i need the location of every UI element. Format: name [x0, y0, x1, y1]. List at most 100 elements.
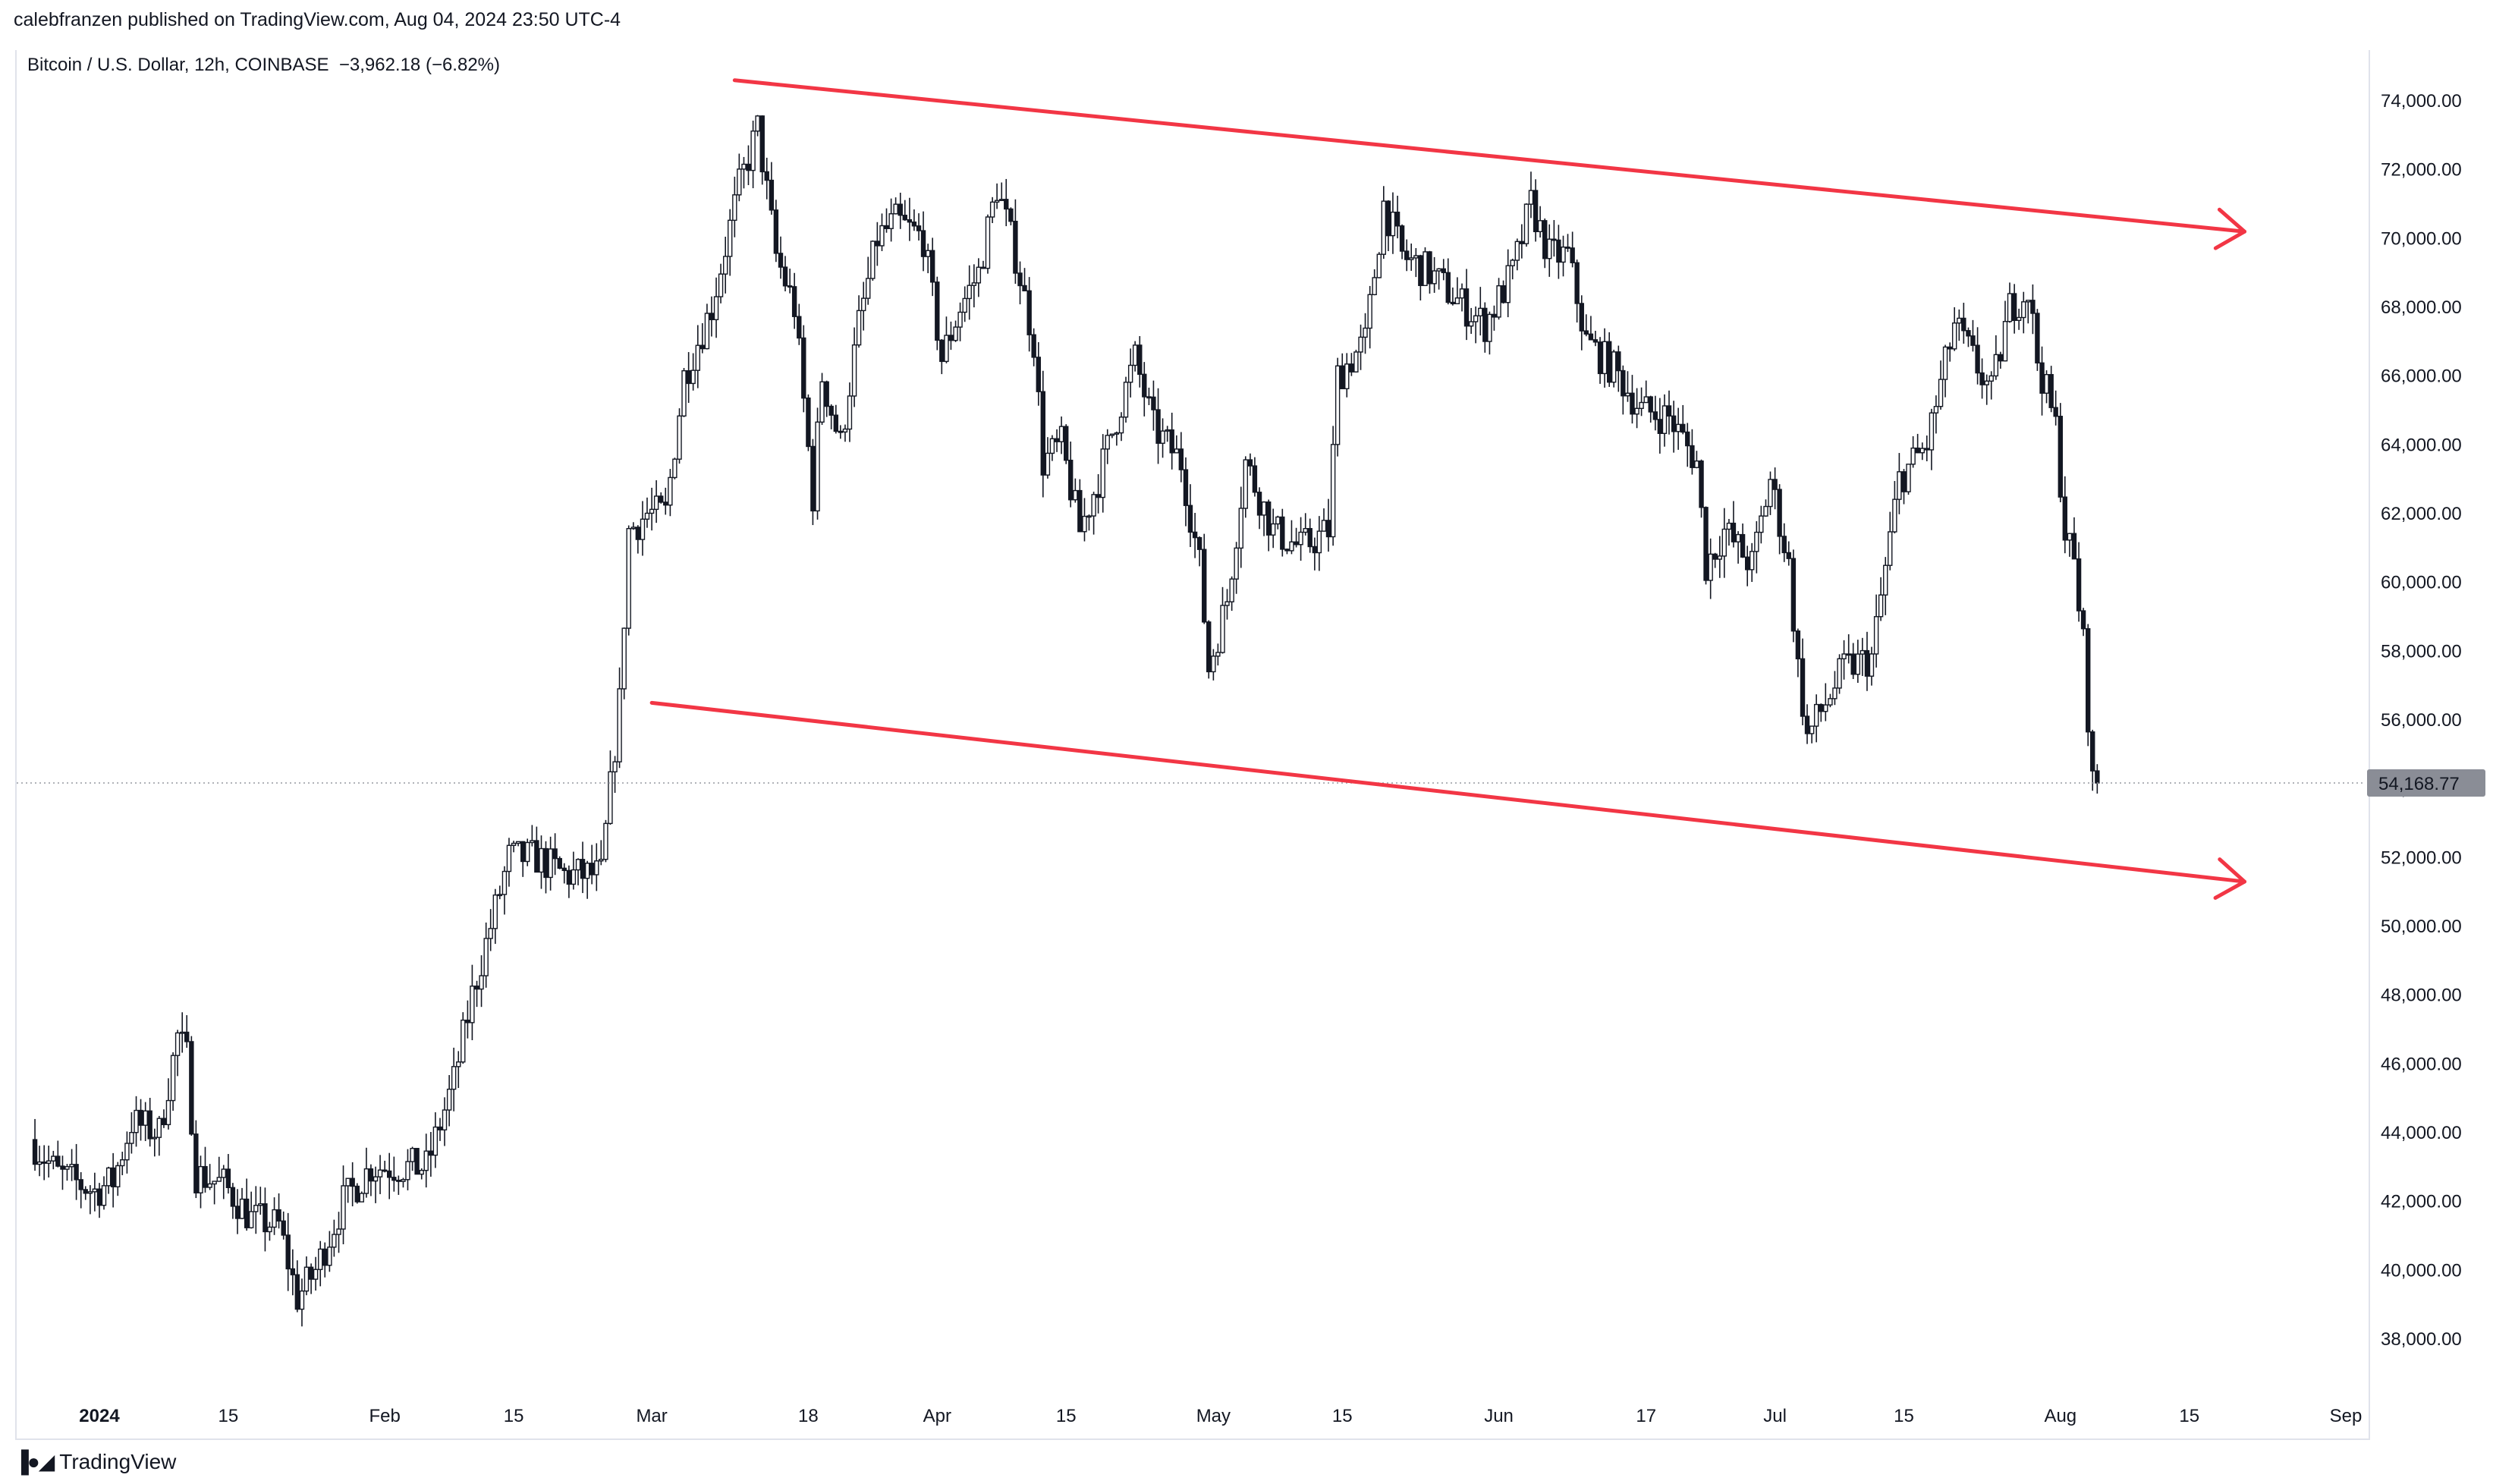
- candle: [474, 980, 479, 1008]
- candle: [1482, 302, 1488, 353]
- candle: [1883, 557, 1888, 615]
- candle: [1712, 552, 1718, 568]
- candle: [1008, 207, 1014, 226]
- candle: [1717, 536, 1723, 578]
- candle: [285, 1212, 291, 1291]
- candle: [386, 1152, 392, 1199]
- candle: [1910, 435, 1916, 468]
- candle: [810, 439, 816, 526]
- candle: [1975, 327, 1980, 385]
- candle: [1211, 649, 1216, 681]
- candle: [690, 353, 696, 391]
- candle: [322, 1242, 328, 1278]
- candle: [396, 1175, 401, 1195]
- y-tick-label: 44,000.00: [2381, 1123, 2462, 1143]
- candle: [1823, 683, 1828, 722]
- candle: [1657, 398, 1663, 454]
- last-price-tag-bg: [2367, 769, 2485, 797]
- candle: [336, 1212, 341, 1253]
- candle: [506, 838, 512, 887]
- candle: [539, 835, 544, 889]
- candle: [925, 244, 931, 274]
- candle: [663, 487, 668, 515]
- candle: [2002, 300, 2008, 362]
- candle: [1966, 327, 1971, 347]
- candle: [124, 1131, 130, 1174]
- candle: [1763, 499, 1768, 517]
- candle: [207, 1164, 212, 1190]
- tradingview-logo-icon: ▐●◢: [14, 1450, 55, 1473]
- candle: [110, 1152, 116, 1208]
- candle: [1394, 195, 1401, 239]
- candle: [879, 213, 885, 251]
- candle: [446, 1075, 452, 1127]
- candle: [515, 841, 521, 847]
- candle: [1160, 418, 1165, 458]
- candle: [410, 1146, 415, 1171]
- candle: [838, 425, 844, 439]
- candle: [1828, 693, 1833, 708]
- candle: [561, 863, 567, 884]
- arrow-head-icon: [2213, 857, 2247, 900]
- candle: [1772, 467, 1778, 510]
- candle: [603, 819, 608, 863]
- y-tick-label: 72,000.00: [2381, 160, 2462, 181]
- candle: [1174, 435, 1180, 454]
- candle: [2058, 403, 2064, 503]
- candle: [423, 1133, 429, 1188]
- candle: [1004, 178, 1009, 227]
- candle: [230, 1183, 236, 1219]
- candle: [1542, 218, 1548, 269]
- tradingview-wordmark: TradingView: [59, 1449, 177, 1473]
- candle: [1961, 303, 1966, 344]
- candle: [147, 1097, 152, 1147]
- candle: [920, 211, 926, 272]
- candle: [732, 176, 737, 237]
- y-tick-label: 50,000.00: [2381, 916, 2462, 937]
- candle: [1759, 505, 1764, 544]
- candle: [1768, 471, 1773, 515]
- candle: [152, 1128, 158, 1157]
- candle: [769, 162, 775, 215]
- candle: [1307, 518, 1313, 553]
- candle: [1897, 453, 1902, 514]
- candle: [1942, 344, 1948, 398]
- candle: [589, 844, 595, 885]
- candle: [1505, 249, 1511, 318]
- x-tick-label: 15: [1056, 1406, 1077, 1426]
- candle: [1022, 268, 1027, 292]
- candle: [492, 888, 498, 945]
- candle: [1045, 437, 1051, 479]
- candle: [1017, 261, 1023, 305]
- candle: [1256, 487, 1262, 530]
- candle: [1127, 348, 1133, 398]
- candle: [1565, 234, 1570, 253]
- candle: [659, 492, 664, 504]
- candle: [2048, 366, 2054, 413]
- candle: [782, 256, 788, 292]
- x-tick-label: Apr: [923, 1406, 951, 1426]
- candle: [722, 236, 728, 294]
- candle: [847, 382, 853, 442]
- candle: [1169, 412, 1174, 470]
- candle: [354, 1183, 360, 1204]
- candle: [1597, 337, 1603, 384]
- candle: [1238, 486, 1243, 568]
- candle: [267, 1221, 272, 1241]
- candle: [1588, 316, 1594, 341]
- candle: [1265, 499, 1272, 552]
- candle: [842, 424, 848, 442]
- candle: [1270, 508, 1276, 549]
- candle: [1643, 380, 1649, 404]
- candle: [1054, 429, 1060, 452]
- candle: [1970, 319, 1976, 352]
- candle: [2053, 390, 2058, 426]
- tradingview-logo[interactable]: ▐●◢ TradingView: [14, 1449, 176, 1474]
- y-tick-label: 46,000.00: [2381, 1054, 2462, 1074]
- candle: [244, 1178, 250, 1231]
- candle: [1289, 520, 1294, 555]
- candle: [1187, 484, 1193, 548]
- x-tick-label: Jul: [1763, 1406, 1787, 1426]
- candle: [1790, 549, 1797, 643]
